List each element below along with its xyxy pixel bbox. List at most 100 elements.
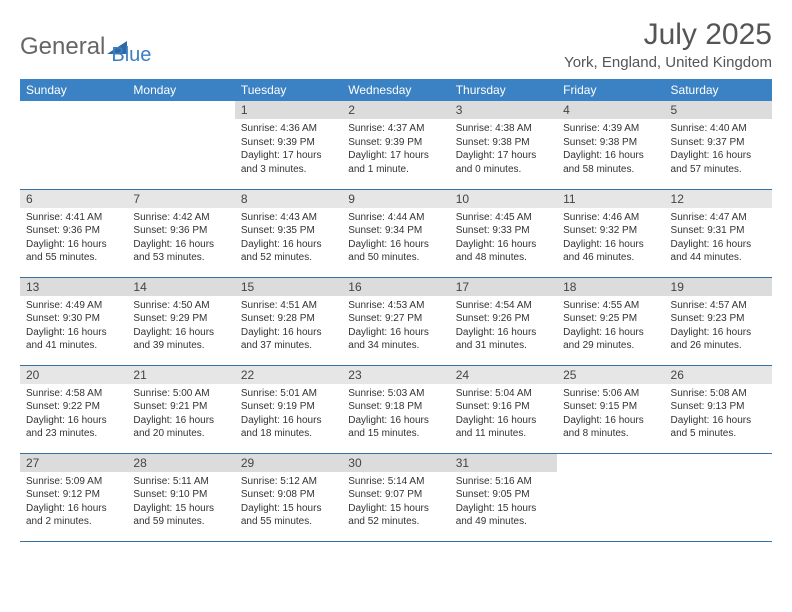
day-details: Sunrise: 5:14 AMSunset: 9:07 PMDaylight:… [342, 472, 449, 533]
calendar-cell: 4Sunrise: 4:39 AMSunset: 9:38 PMDaylight… [557, 101, 664, 189]
daylight-line: Daylight: 16 hours and 39 minutes. [133, 326, 228, 353]
calendar-cell: 1Sunrise: 4:36 AMSunset: 9:39 PMDaylight… [235, 101, 342, 189]
day-number: 9 [342, 190, 449, 208]
calendar-table: SundayMondayTuesdayWednesdayThursdayFrid… [20, 79, 772, 542]
daylight-line: Daylight: 16 hours and 50 minutes. [348, 238, 443, 265]
day-number: 20 [20, 366, 127, 384]
daylight-line: Daylight: 16 hours and 29 minutes. [563, 326, 658, 353]
daylight-line: Daylight: 16 hours and 15 minutes. [348, 414, 443, 441]
calendar-cell: 25Sunrise: 5:06 AMSunset: 9:15 PMDayligh… [557, 365, 664, 453]
day-number: 7 [127, 190, 234, 208]
daylight-line: Daylight: 16 hours and 26 minutes. [671, 326, 766, 353]
day-number: 22 [235, 366, 342, 384]
sunrise-line: Sunrise: 5:09 AM [26, 475, 121, 489]
day-number: 10 [450, 190, 557, 208]
day-details: Sunrise: 5:11 AMSunset: 9:10 PMDaylight:… [127, 472, 234, 533]
day-header: Saturday [665, 79, 772, 101]
day-number: 29 [235, 454, 342, 472]
calendar-cell: .. [557, 453, 664, 541]
sunrise-line: Sunrise: 4:45 AM [456, 211, 551, 225]
day-details: Sunrise: 5:08 AMSunset: 9:13 PMDaylight:… [665, 384, 772, 445]
sunrise-line: Sunrise: 4:38 AM [456, 122, 551, 136]
sunrise-line: Sunrise: 5:01 AM [241, 387, 336, 401]
calendar-cell: 21Sunrise: 5:00 AMSunset: 9:21 PMDayligh… [127, 365, 234, 453]
day-number: 18 [557, 278, 664, 296]
day-details: Sunrise: 4:57 AMSunset: 9:23 PMDaylight:… [665, 296, 772, 357]
day-number: 17 [450, 278, 557, 296]
sunset-line: Sunset: 9:26 PM [456, 312, 551, 326]
sunset-line: Sunset: 9:27 PM [348, 312, 443, 326]
calendar-cell: 11Sunrise: 4:46 AMSunset: 9:32 PMDayligh… [557, 189, 664, 277]
calendar-cell: 7Sunrise: 4:42 AMSunset: 9:36 PMDaylight… [127, 189, 234, 277]
sunset-line: Sunset: 9:37 PM [671, 136, 766, 150]
daylight-line: Daylight: 16 hours and 18 minutes. [241, 414, 336, 441]
day-details: Sunrise: 4:39 AMSunset: 9:38 PMDaylight:… [557, 119, 664, 180]
calendar-cell: 28Sunrise: 5:11 AMSunset: 9:10 PMDayligh… [127, 453, 234, 541]
sunrise-line: Sunrise: 4:41 AM [26, 211, 121, 225]
logo-text-general: General [20, 33, 105, 61]
day-details: Sunrise: 5:12 AMSunset: 9:08 PMDaylight:… [235, 472, 342, 533]
daylight-line: Daylight: 16 hours and 44 minutes. [671, 238, 766, 265]
day-number: 25 [557, 366, 664, 384]
day-details: Sunrise: 4:47 AMSunset: 9:31 PMDaylight:… [665, 208, 772, 269]
day-details: Sunrise: 4:49 AMSunset: 9:30 PMDaylight:… [20, 296, 127, 357]
sunset-line: Sunset: 9:34 PM [348, 224, 443, 238]
calendar-cell: 17Sunrise: 4:54 AMSunset: 9:26 PMDayligh… [450, 277, 557, 365]
day-number: 19 [665, 278, 772, 296]
day-details: Sunrise: 4:43 AMSunset: 9:35 PMDaylight:… [235, 208, 342, 269]
daylight-line: Daylight: 15 hours and 52 minutes. [348, 502, 443, 529]
daylight-line: Daylight: 16 hours and 53 minutes. [133, 238, 228, 265]
calendar-week-row: 6Sunrise: 4:41 AMSunset: 9:36 PMDaylight… [20, 189, 772, 277]
day-details: Sunrise: 4:54 AMSunset: 9:26 PMDaylight:… [450, 296, 557, 357]
day-number: 4 [557, 101, 664, 119]
sunrise-line: Sunrise: 4:47 AM [671, 211, 766, 225]
sunrise-line: Sunrise: 5:00 AM [133, 387, 228, 401]
daylight-line: Daylight: 16 hours and 46 minutes. [563, 238, 658, 265]
daylight-line: Daylight: 16 hours and 48 minutes. [456, 238, 551, 265]
calendar-cell: 26Sunrise: 5:08 AMSunset: 9:13 PMDayligh… [665, 365, 772, 453]
day-number: 21 [127, 366, 234, 384]
calendar-cell: 2Sunrise: 4:37 AMSunset: 9:39 PMDaylight… [342, 101, 449, 189]
sunset-line: Sunset: 9:05 PM [456, 488, 551, 502]
sunrise-line: Sunrise: 4:55 AM [563, 299, 658, 313]
sunset-line: Sunset: 9:16 PM [456, 400, 551, 414]
day-header: Tuesday [235, 79, 342, 101]
calendar-cell: .. [127, 101, 234, 189]
day-number: 26 [665, 366, 772, 384]
calendar-cell: 23Sunrise: 5:03 AMSunset: 9:18 PMDayligh… [342, 365, 449, 453]
sunrise-line: Sunrise: 4:57 AM [671, 299, 766, 313]
day-details: Sunrise: 4:46 AMSunset: 9:32 PMDaylight:… [557, 208, 664, 269]
sunrise-line: Sunrise: 4:43 AM [241, 211, 336, 225]
sunrise-line: Sunrise: 4:51 AM [241, 299, 336, 313]
day-number: 30 [342, 454, 449, 472]
calendar-cell: 12Sunrise: 4:47 AMSunset: 9:31 PMDayligh… [665, 189, 772, 277]
sunset-line: Sunset: 9:15 PM [563, 400, 658, 414]
daylight-line: Daylight: 17 hours and 0 minutes. [456, 149, 551, 176]
day-details: Sunrise: 4:42 AMSunset: 9:36 PMDaylight:… [127, 208, 234, 269]
day-number: 11 [557, 190, 664, 208]
sunset-line: Sunset: 9:12 PM [26, 488, 121, 502]
day-details: Sunrise: 5:09 AMSunset: 9:12 PMDaylight:… [20, 472, 127, 533]
day-details: Sunrise: 5:04 AMSunset: 9:16 PMDaylight:… [450, 384, 557, 445]
sunset-line: Sunset: 9:18 PM [348, 400, 443, 414]
sunrise-line: Sunrise: 5:16 AM [456, 475, 551, 489]
calendar-cell: 31Sunrise: 5:16 AMSunset: 9:05 PMDayligh… [450, 453, 557, 541]
sunset-line: Sunset: 9:08 PM [241, 488, 336, 502]
day-header: Monday [127, 79, 234, 101]
header: General Blue July 2025 York, England, Un… [20, 18, 772, 71]
day-details: Sunrise: 4:37 AMSunset: 9:39 PMDaylight:… [342, 119, 449, 180]
day-number: 27 [20, 454, 127, 472]
daylight-line: Daylight: 16 hours and 41 minutes. [26, 326, 121, 353]
day-details: Sunrise: 4:41 AMSunset: 9:36 PMDaylight:… [20, 208, 127, 269]
day-details: Sunrise: 4:45 AMSunset: 9:33 PMDaylight:… [450, 208, 557, 269]
sunset-line: Sunset: 9:39 PM [241, 136, 336, 150]
calendar-cell: .. [20, 101, 127, 189]
calendar-head: SundayMondayTuesdayWednesdayThursdayFrid… [20, 79, 772, 101]
calendar-cell: 24Sunrise: 5:04 AMSunset: 9:16 PMDayligh… [450, 365, 557, 453]
calendar-cell: 5Sunrise: 4:40 AMSunset: 9:37 PMDaylight… [665, 101, 772, 189]
calendar-cell: .. [665, 453, 772, 541]
sunrise-line: Sunrise: 4:50 AM [133, 299, 228, 313]
daylight-line: Daylight: 16 hours and 34 minutes. [348, 326, 443, 353]
day-number: 1 [235, 101, 342, 119]
daylight-line: Daylight: 16 hours and 11 minutes. [456, 414, 551, 441]
